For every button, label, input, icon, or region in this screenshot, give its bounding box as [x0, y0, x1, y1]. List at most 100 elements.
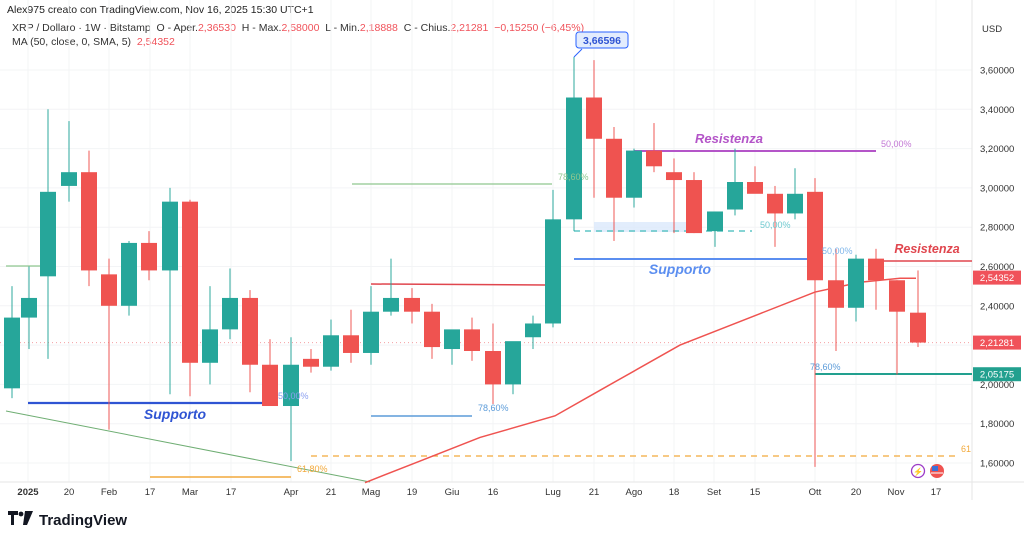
candle[interactable] — [222, 268, 238, 340]
candle[interactable] — [424, 303, 440, 359]
tradingview-logo[interactable]: TradingView — [8, 511, 127, 529]
candle[interactable] — [202, 286, 218, 385]
tradingview-logo-text: TradingView — [39, 511, 128, 529]
ma-value: 2,54352 — [136, 36, 175, 48]
y-tick-label: 3,60000 — [980, 66, 1014, 77]
candle[interactable] — [283, 337, 299, 462]
candle[interactable] — [910, 270, 926, 348]
events[interactable] — [910, 463, 945, 479]
candle[interactable] — [646, 123, 662, 173]
candle[interactable] — [141, 231, 157, 281]
x-tick-label: Ago — [626, 487, 643, 498]
high-callout-value: 3,66596 — [583, 35, 621, 47]
candle[interactable] — [61, 121, 77, 202]
x-tick-label: 21 — [589, 487, 600, 498]
price-label: 2,54352 — [980, 273, 1014, 284]
close-label: C - Chius. — [403, 22, 451, 34]
y-tick-label: 2,80000 — [980, 223, 1014, 234]
candle[interactable] — [505, 341, 521, 395]
price-label: 2,05175 — [980, 370, 1014, 381]
symbol-name[interactable]: XRP / Dollaro · 1W · Bitstamp — [12, 22, 151, 34]
candle[interactable] — [707, 211, 723, 247]
lightning-icon[interactable] — [910, 463, 926, 479]
x-tick-label: 18 — [669, 487, 680, 498]
price-label: 2,21281 — [980, 338, 1014, 349]
x-tick-label: Nov — [888, 487, 905, 498]
x-tick-label: 21 — [326, 487, 337, 498]
high-callout[interactable] — [573, 31, 629, 58]
candle[interactable] — [21, 266, 37, 350]
candle[interactable] — [666, 158, 682, 234]
drawings[interactable] — [0, 150, 972, 483]
candle[interactable] — [767, 185, 783, 247]
candle[interactable] — [343, 309, 359, 363]
annotation-text: Supporto — [144, 406, 207, 422]
candle[interactable] — [81, 150, 97, 287]
candle[interactable] — [464, 317, 480, 361]
y-tick-label: 3,20000 — [980, 144, 1014, 155]
candle[interactable] — [363, 286, 379, 365]
candle[interactable] — [545, 189, 561, 328]
fib-level-label: 50,00% — [278, 391, 309, 401]
lightning-glyph: ⚡ — [913, 467, 923, 477]
ma-label[interactable]: MA (50, close, 0, SMA, 5) — [12, 36, 132, 48]
y-tick-label: 2,40000 — [980, 301, 1014, 312]
candle[interactable] — [444, 329, 460, 365]
x-tick-label: 20 — [64, 487, 75, 498]
candle[interactable] — [40, 109, 56, 359]
candle[interactable] — [747, 166, 763, 194]
x-tick-label: Set — [707, 487, 722, 498]
candle[interactable] — [807, 178, 823, 467]
candle[interactable] — [686, 172, 702, 234]
x-tick-label: 19 — [407, 487, 418, 498]
x-tick-label: 20 — [851, 487, 862, 498]
candles[interactable] — [4, 57, 926, 467]
candle[interactable] — [262, 339, 278, 407]
symbol-legend: XRP / Dollaro · 1W · Bitstamp O - Aper.2… — [12, 22, 584, 34]
price-label-bg — [973, 270, 1021, 285]
low-value: 2,18888 — [359, 22, 398, 34]
candle[interactable] — [525, 315, 541, 350]
candle[interactable] — [242, 290, 258, 393]
y-tick-label: 1,80000 — [980, 419, 1014, 430]
candle[interactable] — [787, 168, 803, 220]
fib-level-label: 61 — [961, 444, 971, 454]
y-tick-label: 3,00000 — [980, 183, 1014, 194]
fib-level-label: 78,60% — [478, 403, 509, 413]
x-tick-label: 17 — [226, 487, 237, 498]
candle[interactable] — [586, 60, 602, 198]
annotation-text: Supporto — [649, 261, 712, 277]
x-tick-label: Giu — [445, 487, 460, 498]
x-tick-label: Apr — [284, 487, 299, 498]
y-tick-label: 2,00000 — [980, 380, 1014, 391]
fib-level-label: 50,00% — [822, 246, 853, 256]
price-label-bg — [973, 335, 1021, 350]
candle[interactable] — [606, 126, 622, 241]
candle[interactable] — [828, 248, 844, 351]
ma-legend: MA (50, close, 0, SMA, 5) 2,54352 — [12, 36, 175, 48]
candle[interactable] — [323, 319, 339, 371]
candle[interactable] — [404, 288, 420, 324]
candle[interactable] — [889, 280, 905, 375]
candle[interactable] — [162, 187, 178, 395]
x-tick-label: 15 — [750, 487, 761, 498]
candle[interactable] — [182, 199, 198, 397]
candle[interactable] — [626, 148, 642, 208]
candle[interactable] — [121, 240, 137, 316]
x-tick-label: 17 — [145, 487, 156, 498]
candle[interactable] — [727, 148, 743, 216]
candle[interactable] — [485, 323, 501, 405]
price-label-bg — [973, 367, 1021, 382]
fib-level-label: 78,60% — [558, 172, 589, 182]
ma-line[interactable] — [364, 277, 916, 484]
candle[interactable] — [303, 349, 319, 373]
fib-level-label: 78,60% — [810, 362, 841, 372]
fib-level-label: 61,80% — [297, 464, 328, 474]
candle[interactable] — [848, 254, 864, 322]
candle[interactable] — [566, 57, 582, 232]
candle[interactable] — [383, 258, 399, 316]
candle[interactable] — [868, 248, 884, 310]
candle[interactable] — [4, 286, 20, 399]
candle[interactable] — [101, 258, 117, 430]
